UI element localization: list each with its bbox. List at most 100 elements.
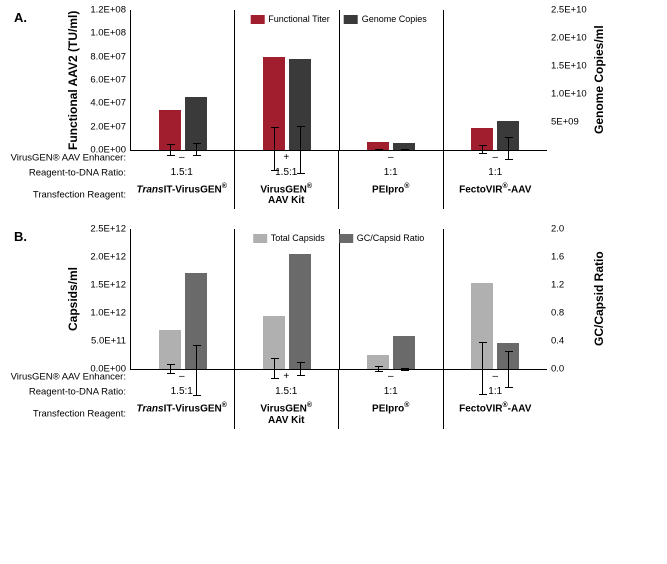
bar bbox=[497, 343, 519, 369]
x-axis-cell: 1:1 bbox=[338, 165, 443, 180]
plot-area-b: Total Capsids GC/Capsid Ratio bbox=[130, 229, 547, 370]
x-axis-rows-b: –+––VirusGEN® AAV Enhancer:1.5:11.5:11:1… bbox=[70, 369, 602, 428]
plot-area-a: Functional Titer Genome Copies bbox=[130, 10, 547, 151]
axis-tick: 0.4 bbox=[551, 336, 564, 347]
axis-tick: 1.5E+12 bbox=[90, 280, 126, 291]
bar bbox=[367, 355, 389, 369]
chart-a: Functional AAV2 (TU/ml) 0.0E+002.0E+074.… bbox=[10, 10, 657, 209]
bar bbox=[263, 57, 285, 150]
legend-label: Total Capsids bbox=[271, 233, 325, 243]
axis-tick: 5E+09 bbox=[551, 117, 579, 128]
panel-a: A. Functional AAV2 (TU/ml) 0.0E+002.0E+0… bbox=[10, 10, 657, 209]
legend-item: Functional Titer bbox=[250, 14, 330, 24]
bar-group bbox=[443, 229, 547, 369]
x-axis-cell: 1:1 bbox=[338, 384, 443, 399]
x-axis-cell: – bbox=[443, 369, 548, 384]
x-row-label: VirusGEN® AAV Enhancer: bbox=[10, 371, 126, 382]
axis-tick: 8.0E+07 bbox=[90, 51, 126, 62]
x-axis-row: –+––VirusGEN® AAV Enhancer: bbox=[70, 150, 602, 165]
axis-tick: 2.0E+10 bbox=[551, 33, 587, 44]
axis-tick: 1.5E+10 bbox=[551, 61, 587, 72]
panel-a-label: A. bbox=[14, 10, 27, 25]
bar bbox=[393, 143, 415, 150]
x-axis-cell: VirusGEN®AAV Kit bbox=[234, 180, 339, 209]
axis-tick: 5.0E+11 bbox=[91, 336, 126, 347]
bar bbox=[367, 142, 389, 150]
x-axis-cell: VirusGEN®AAV Kit bbox=[234, 399, 339, 428]
legend-label: GC/Capsid Ratio bbox=[357, 233, 425, 243]
x-axis-cell: TransIT-VirusGEN® bbox=[130, 180, 234, 209]
bar-group bbox=[443, 10, 547, 150]
x-row-label: Transfection Reagent: bbox=[10, 408, 126, 419]
bar bbox=[471, 128, 493, 150]
x-axis-cell: + bbox=[234, 369, 339, 384]
x-axis-cell: PEIpro® bbox=[338, 399, 443, 428]
bar bbox=[185, 273, 207, 370]
axis-tick: 2.5E+12 bbox=[90, 224, 126, 235]
axis-tick: 2.0 bbox=[551, 224, 564, 235]
axis-tick: 2.0E+07 bbox=[90, 121, 126, 132]
legend-swatch bbox=[250, 15, 264, 24]
legend-item: GC/Capsid Ratio bbox=[339, 233, 425, 243]
bar-group bbox=[339, 10, 443, 150]
x-axis-row: TransIT-VirusGEN®VirusGEN®AAV KitPEIpro®… bbox=[70, 180, 602, 209]
x-row-label: VirusGEN® AAV Enhancer: bbox=[10, 152, 126, 163]
x-axis-cell: – bbox=[130, 150, 234, 165]
bar-group bbox=[130, 10, 234, 150]
legend-a: Functional Titer Genome Copies bbox=[250, 14, 427, 24]
bar bbox=[185, 97, 207, 150]
x-axis-row: 1.5:11.5:11:11:1Reagent-to-DNA Ratio: bbox=[70, 384, 602, 399]
x-axis-cell: – bbox=[130, 369, 234, 384]
x-axis-cell: 1.5:1 bbox=[234, 165, 339, 180]
bar-group bbox=[339, 229, 443, 369]
legend-swatch bbox=[339, 234, 353, 243]
axis-tick: 1.2 bbox=[551, 280, 564, 291]
x-axis-cell: FectoVIR®-AAV bbox=[443, 399, 548, 428]
legend-label: Functional Titer bbox=[268, 14, 330, 24]
bar bbox=[159, 330, 181, 369]
axis-tick: 2.5E+10 bbox=[551, 5, 587, 16]
legend-label: Genome Copies bbox=[362, 14, 427, 24]
bar-group bbox=[234, 229, 338, 369]
legend-item: Genome Copies bbox=[344, 14, 427, 24]
axis-tick: 1.0E+08 bbox=[90, 28, 126, 39]
bar bbox=[471, 283, 493, 370]
axis-tick: 1.0E+12 bbox=[90, 308, 126, 319]
x-axis-cell: TransIT-VirusGEN® bbox=[130, 399, 234, 428]
legend-swatch bbox=[253, 234, 267, 243]
axis-tick: 6.0E+07 bbox=[90, 75, 126, 86]
y-left-axis-b: Capsids/ml 0.0E+005.0E+111.0E+121.5E+122… bbox=[70, 229, 130, 369]
x-axis-cell: + bbox=[234, 150, 339, 165]
axis-tick: 1.2E+08 bbox=[90, 5, 126, 16]
x-row-label: Reagent-to-DNA Ratio: bbox=[10, 386, 126, 397]
x-axis-row: TransIT-VirusGEN®VirusGEN®AAV KitPEIpro®… bbox=[70, 399, 602, 428]
bar bbox=[289, 59, 311, 150]
y-left-axis-a: Functional AAV2 (TU/ml) 0.0E+002.0E+074.… bbox=[70, 10, 130, 150]
x-axis-cell: – bbox=[338, 369, 443, 384]
legend-item: Total Capsids bbox=[253, 233, 325, 243]
bar bbox=[289, 254, 311, 370]
chart-b: Capsids/ml 0.0E+005.0E+111.0E+121.5E+122… bbox=[10, 229, 657, 428]
bar bbox=[393, 336, 415, 369]
x-axis-cell: 1.5:1 bbox=[130, 165, 234, 180]
x-row-label: Transfection Reagent: bbox=[10, 189, 126, 200]
axis-tick: 4.0E+07 bbox=[90, 98, 126, 109]
panel-b: B. Capsids/ml 0.0E+005.0E+111.0E+121.5E+… bbox=[10, 229, 657, 428]
bar-group bbox=[234, 10, 338, 150]
x-axis-rows-a: –+––VirusGEN® AAV Enhancer:1.5:11.5:11:1… bbox=[70, 150, 602, 209]
legend-b: Total Capsids GC/Capsid Ratio bbox=[253, 233, 425, 243]
panel-b-label: B. bbox=[14, 229, 27, 244]
x-axis-cell: – bbox=[443, 150, 548, 165]
x-axis-row: –+––VirusGEN® AAV Enhancer: bbox=[70, 369, 602, 384]
bar-group bbox=[130, 229, 234, 369]
x-row-label: Reagent-to-DNA Ratio: bbox=[10, 167, 126, 178]
x-axis-cell: PEIpro® bbox=[338, 180, 443, 209]
legend-swatch bbox=[344, 15, 358, 24]
bar bbox=[263, 316, 285, 369]
axis-tick: 0.8 bbox=[551, 308, 564, 319]
axis-tick: 1.0E+10 bbox=[551, 89, 587, 100]
axis-tick: 2.0E+12 bbox=[90, 252, 126, 263]
bar bbox=[159, 110, 181, 150]
x-axis-row: 1.5:11.5:11:11:1Reagent-to-DNA Ratio: bbox=[70, 165, 602, 180]
x-axis-cell: 1.5:1 bbox=[130, 384, 234, 399]
